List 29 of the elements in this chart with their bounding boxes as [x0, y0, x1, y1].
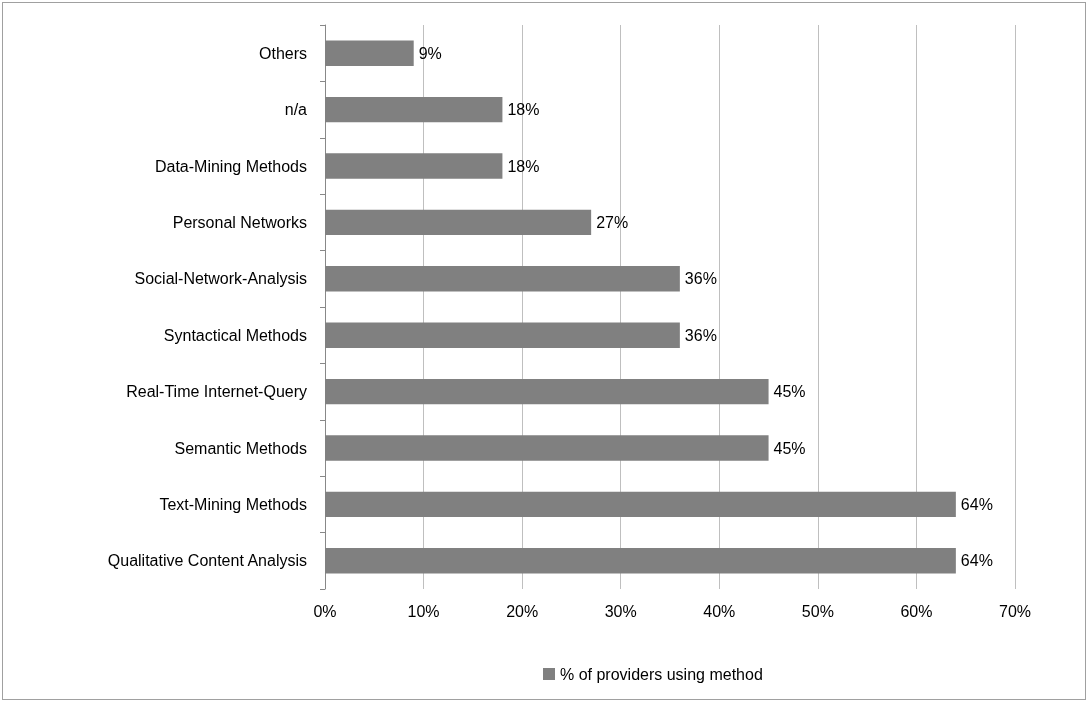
x-tick-label: 30% — [604, 602, 637, 620]
data-label: 36% — [684, 270, 717, 288]
data-label: 45% — [773, 439, 806, 457]
data-label: 64% — [960, 552, 993, 570]
x-tick-label: 60% — [900, 602, 933, 620]
data-label: 18% — [507, 101, 540, 119]
data-label: 27% — [596, 213, 629, 231]
y-tick-label: Real-Time Internet-Query — [126, 383, 307, 401]
y-tick-label: Syntactical Methods — [163, 326, 307, 344]
x-tick-label: 40% — [703, 602, 736, 620]
data-label: 64% — [960, 495, 993, 513]
data-label: 18% — [507, 157, 540, 175]
data-label: 9% — [418, 44, 442, 62]
y-tick-label: n/a — [284, 101, 308, 119]
x-tick-label: 50% — [801, 602, 834, 620]
y-tick-label: Data-Mining Methods — [154, 157, 307, 175]
y-tick-label: Semantic Methods — [174, 439, 307, 457]
x-tick-label: 10% — [407, 602, 440, 620]
data-label: 36% — [684, 326, 717, 344]
x-tick-label: 20% — [506, 602, 539, 620]
x-tick-label: 70% — [998, 602, 1032, 620]
y-tick-label: Social-Network-Analysis — [134, 270, 307, 288]
legend-label: % of providers using method — [560, 665, 763, 683]
y-tick-label: Qualitative Content Analysis — [107, 552, 307, 570]
data-label: 45% — [773, 383, 806, 401]
y-tick-label: Personal Networks — [172, 213, 307, 231]
y-tick-label: Text-Mining Methods — [159, 495, 307, 513]
y-tick-label: Others — [258, 44, 307, 62]
x-tick-label: 0% — [313, 602, 337, 620]
